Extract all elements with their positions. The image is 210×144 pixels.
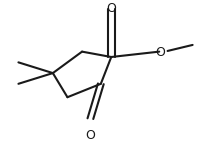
Text: O: O	[106, 2, 116, 15]
Text: O: O	[155, 46, 165, 59]
Text: O: O	[85, 129, 95, 142]
